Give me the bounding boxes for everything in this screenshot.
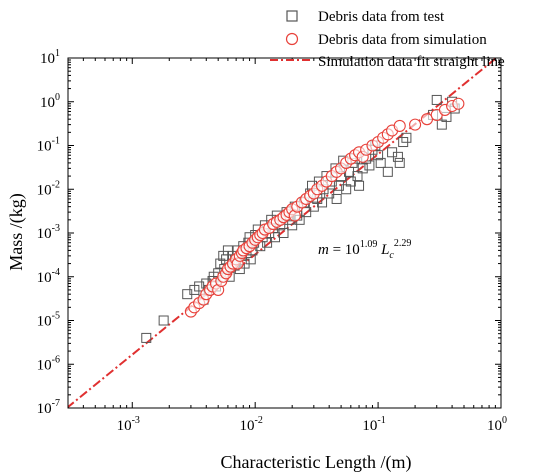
- y-tick-label-exp: -4: [52, 267, 60, 278]
- y-tick-label: 10-1: [37, 136, 60, 155]
- fit-line: [68, 58, 498, 408]
- x-tick-label-base: 10: [362, 418, 377, 434]
- test-point: [382, 166, 393, 177]
- y-tick-label: 10-2: [37, 179, 60, 198]
- x-tick-label-exp: -1: [377, 415, 385, 426]
- test-point: [401, 132, 412, 143]
- test-point: [331, 193, 342, 204]
- y-tick-label-exp: -5: [52, 311, 60, 322]
- x-tick-label: 10-3: [117, 415, 140, 434]
- x-tick-label-base: 10: [117, 418, 132, 434]
- legend-marker-simulation: [285, 32, 299, 46]
- y-tick-label: 10-4: [37, 267, 60, 286]
- y-axis-title: Mass /(kg): [6, 193, 27, 271]
- test-point: [262, 237, 273, 248]
- y-tick-label: 10-3: [37, 223, 60, 242]
- y-tick-label: 10-6: [37, 354, 60, 373]
- x-tick-label-base: 10: [487, 418, 502, 434]
- y-tick-label-base: 10: [37, 357, 52, 373]
- equation-exp2: 2.29: [394, 238, 412, 249]
- equation-var: L: [377, 242, 389, 258]
- y-tick-label: 101: [40, 48, 60, 67]
- test-point: [392, 151, 403, 162]
- test-point: [194, 281, 205, 292]
- x-tick-label: 100: [487, 415, 507, 434]
- y-tick-label: 10-5: [37, 311, 60, 330]
- test-point: [141, 332, 152, 343]
- legend-label-fit: Simulation data fit straight line: [318, 54, 505, 70]
- test-point: [357, 163, 368, 174]
- x-axis-ticks: 10-3 10-2 10-1 100: [67, 58, 507, 434]
- equation-eq: = 10: [329, 242, 360, 258]
- test-point: [431, 94, 442, 105]
- legend-label-simulation: Debris data from simulation: [318, 32, 487, 48]
- y-tick-label-exp: -7: [52, 398, 60, 409]
- y-tick-label-base: 10: [37, 314, 52, 330]
- y-tick-label-base: 10: [40, 95, 55, 111]
- x-tick-label-exp: 0: [502, 415, 507, 426]
- test-point: [375, 157, 386, 168]
- fit-equation: m = 101.09 Lc2.29: [318, 238, 411, 261]
- plot-area: [68, 58, 498, 408]
- y-tick-label-base: 10: [37, 401, 52, 417]
- test-point: [324, 188, 335, 199]
- x-tick-label-exp: -3: [132, 415, 140, 426]
- y-tick-label-base: 10: [37, 226, 52, 242]
- y-tick-label-exp: -1: [52, 136, 60, 147]
- test-point: [373, 150, 384, 161]
- test-point: [158, 315, 169, 326]
- legend-label-test: Debris data from test: [318, 9, 445, 25]
- y-tick-label-base: 10: [37, 270, 52, 286]
- y-tick-label-exp: 0: [55, 92, 60, 103]
- legend: Debris data from test Debris data from s…: [270, 9, 505, 70]
- x-tick-label: 10-1: [362, 415, 385, 434]
- y-tick-label: 10-7: [37, 398, 60, 417]
- equation-lhs: m: [318, 242, 329, 258]
- x-tick-label: 10-2: [240, 415, 263, 434]
- series-simulation: [184, 97, 465, 318]
- y-tick-label-exp: -6: [52, 354, 60, 365]
- x-tick-label-exp: -2: [255, 415, 263, 426]
- x-axis-title: Characteristic Length /(m): [221, 452, 412, 473]
- y-tick-label-exp: 1: [55, 48, 60, 59]
- y-tick-label-exp: -3: [52, 223, 60, 234]
- test-point: [317, 197, 328, 208]
- equation-sub: c: [389, 250, 394, 261]
- equation-exp1: 1.09: [360, 239, 378, 250]
- y-tick-label-base: 10: [37, 182, 52, 198]
- legend-marker-test: [286, 10, 298, 22]
- test-point: [352, 171, 363, 182]
- y-tick-label-exp: -2: [52, 179, 60, 190]
- x-tick-label-base: 10: [240, 418, 255, 434]
- y-tick-label-base: 10: [37, 139, 52, 155]
- test-point: [333, 180, 344, 191]
- simulation-point: [393, 119, 406, 132]
- y-tick-label-base: 10: [40, 51, 55, 67]
- test-point: [301, 207, 312, 218]
- test-point: [364, 160, 375, 171]
- simulation-point: [452, 97, 465, 110]
- test-point: [394, 157, 405, 168]
- simulation-point: [409, 118, 422, 131]
- test-point: [222, 245, 233, 256]
- y-tick-label: 100: [40, 92, 60, 111]
- test-point: [278, 228, 289, 238]
- test-point: [354, 180, 365, 191]
